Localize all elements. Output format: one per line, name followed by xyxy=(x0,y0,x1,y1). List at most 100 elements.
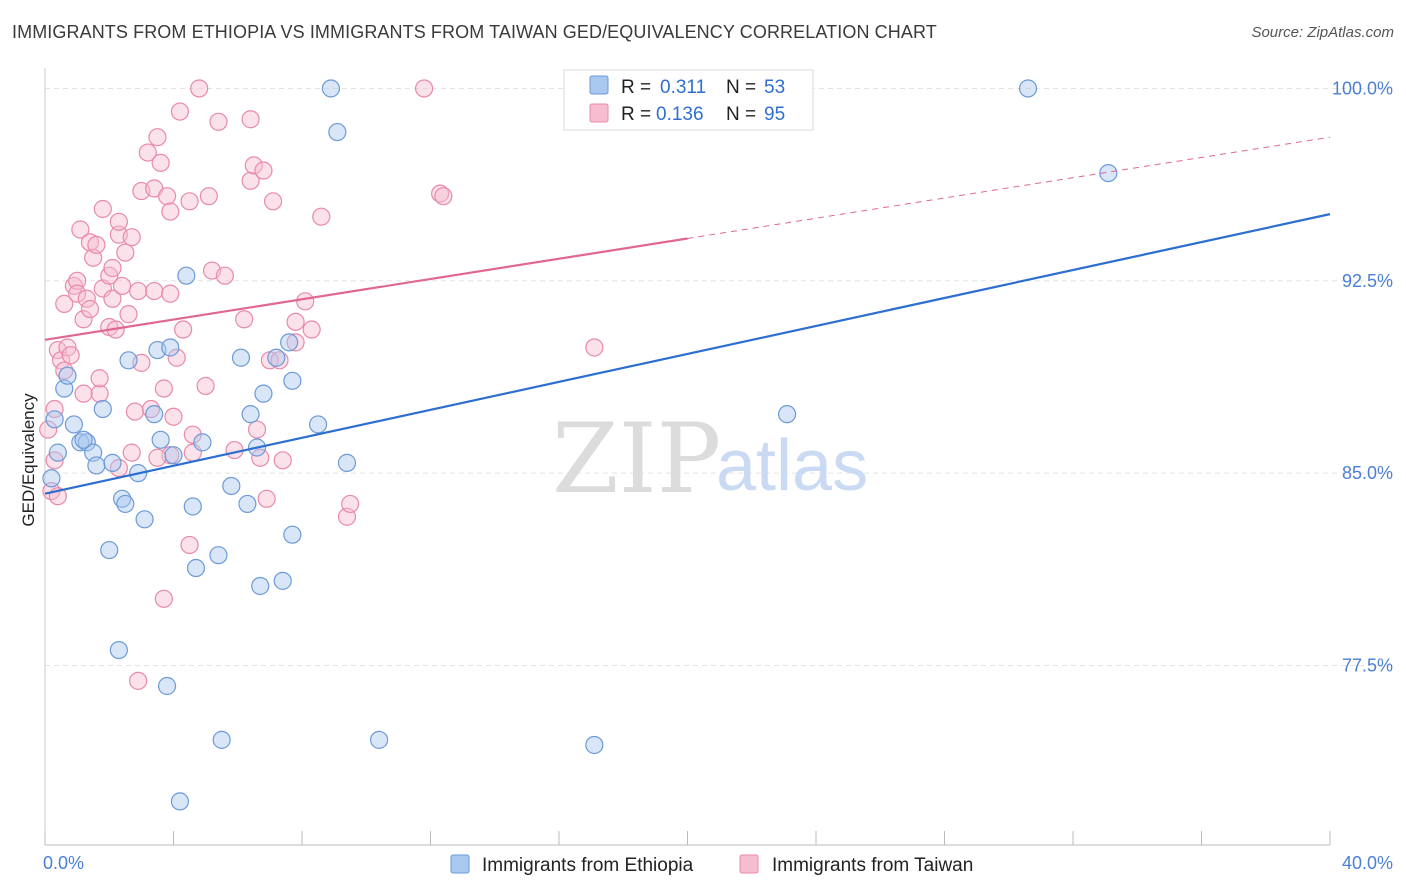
ethiopia-point xyxy=(170,792,190,811)
ethiopia-point xyxy=(177,266,196,285)
taiwan-point xyxy=(129,671,148,690)
ethiopia-point xyxy=(328,122,347,142)
stats-r-label-taiwan: R = xyxy=(621,104,651,125)
stats-box: R = 0.311 N = 53 R = 0.136 N = 95 xyxy=(563,69,814,131)
stats-r-value-taiwan: 0.136 xyxy=(656,104,704,125)
taiwan-point xyxy=(90,384,109,403)
legend-swatch-taiwan xyxy=(739,854,759,874)
source-credit: Source: ZipAtlas.com xyxy=(1251,24,1394,41)
ethiopia-point xyxy=(209,546,228,565)
ethiopia-point xyxy=(222,476,241,496)
taiwan-point xyxy=(77,289,96,308)
trend-line-ethiopia xyxy=(44,213,1331,495)
ethiopia-point xyxy=(1099,163,1118,183)
stats-n-label-ethiopia: N = xyxy=(726,77,756,98)
trend-line-taiwan-extension xyxy=(687,136,1331,239)
chart-title: IMMIGRANTS FROM ETHIOPIA VS IMMIGRANTS F… xyxy=(12,22,937,42)
ethiopia-point xyxy=(58,366,77,385)
ethiopia-point xyxy=(135,510,154,529)
taiwan-point xyxy=(257,489,276,508)
gridlines xyxy=(45,87,1390,666)
taiwan-point xyxy=(241,171,260,190)
taiwan-point xyxy=(183,425,202,444)
taiwan-point xyxy=(109,212,128,231)
taiwan-point xyxy=(103,258,122,278)
ethiopia-point xyxy=(112,489,132,508)
legend: Immigrants from Ethiopia Immigrants from… xyxy=(450,854,973,876)
ethiopia-point xyxy=(109,640,128,660)
y-tick-label: 77.5% xyxy=(1342,655,1393,675)
taiwan-point xyxy=(244,156,263,175)
ethiopia-point xyxy=(251,576,270,596)
ethiopia-point xyxy=(74,430,93,449)
taiwan-point xyxy=(235,310,254,329)
ethiopia-point xyxy=(151,430,170,449)
taiwan-point xyxy=(74,310,93,329)
ethiopia-point xyxy=(1018,79,1038,98)
taiwan-point xyxy=(170,102,190,121)
stats-swatch-ethiopia xyxy=(589,75,609,95)
taiwan-point xyxy=(199,187,218,206)
taiwan-point xyxy=(180,192,199,211)
taiwan-point xyxy=(119,305,138,324)
legend-swatch-ethiopia xyxy=(450,854,470,874)
taiwan-point xyxy=(145,281,164,301)
taiwan-point xyxy=(55,294,74,313)
taiwan-point xyxy=(196,376,215,396)
stats-n-label-taiwan: N = xyxy=(726,104,756,125)
stats-n-value-taiwan: 95 xyxy=(764,104,785,125)
watermark-atlas: atlas xyxy=(716,426,868,506)
taiwan-point xyxy=(129,281,148,301)
taiwan-point xyxy=(116,243,135,262)
y-tick-label: 85.0% xyxy=(1342,463,1393,483)
taiwan-point xyxy=(90,369,109,388)
taiwan-point xyxy=(122,228,141,247)
taiwan-point xyxy=(148,448,167,467)
ethiopia-point xyxy=(254,384,273,403)
ethiopia-point xyxy=(119,351,138,370)
taiwan-point xyxy=(157,187,177,206)
ethiopia-point xyxy=(283,525,302,544)
taiwan-point xyxy=(270,351,289,370)
taiwan-point xyxy=(87,235,106,255)
taiwan-point xyxy=(125,402,145,421)
taiwan-point xyxy=(174,320,193,339)
axis-tick-labels: 77.5% 85.0% 92.5% 100.0% 0.0% 40.0% xyxy=(43,78,1393,873)
ethiopia-point xyxy=(585,735,604,755)
taiwan-point xyxy=(164,407,183,426)
taiwan-point xyxy=(122,443,141,462)
stats-r-value-ethiopia: 0.311 xyxy=(660,77,706,98)
taiwan-point xyxy=(161,202,180,221)
ethiopia-point xyxy=(273,571,292,590)
ethiopia-point xyxy=(161,338,180,357)
taiwan-point xyxy=(161,284,180,303)
taiwan-point xyxy=(167,348,186,367)
ethiopia-point xyxy=(777,405,797,424)
ethiopia-point xyxy=(231,348,251,367)
watermark: ZIP atlas xyxy=(552,403,868,515)
taiwan-point xyxy=(71,220,90,239)
taiwan-point xyxy=(154,379,173,398)
stats-r-label-ethiopia: R = xyxy=(621,77,651,98)
taiwan-point xyxy=(286,312,305,331)
ethiopia-point xyxy=(157,676,177,696)
ethiopia-point xyxy=(45,410,64,429)
axes xyxy=(44,68,1331,846)
y-tick-label: 100.0% xyxy=(1332,78,1393,98)
ethiopia-point xyxy=(71,433,90,452)
taiwan-point xyxy=(434,187,453,206)
taiwan-point xyxy=(431,184,450,203)
taiwan-point xyxy=(341,494,360,514)
watermark-zip: ZIP xyxy=(552,403,721,515)
taiwan-point xyxy=(61,346,80,365)
taiwan-point xyxy=(241,110,260,129)
taiwan-point xyxy=(414,79,434,98)
series-ethiopia-points xyxy=(42,79,1118,811)
taiwan-point xyxy=(585,338,604,357)
taiwan-point xyxy=(312,207,331,226)
ethiopia-point xyxy=(267,348,286,367)
ethiopia-point xyxy=(93,399,112,419)
ethiopia-point xyxy=(77,433,96,452)
ethiopia-point xyxy=(100,540,119,560)
